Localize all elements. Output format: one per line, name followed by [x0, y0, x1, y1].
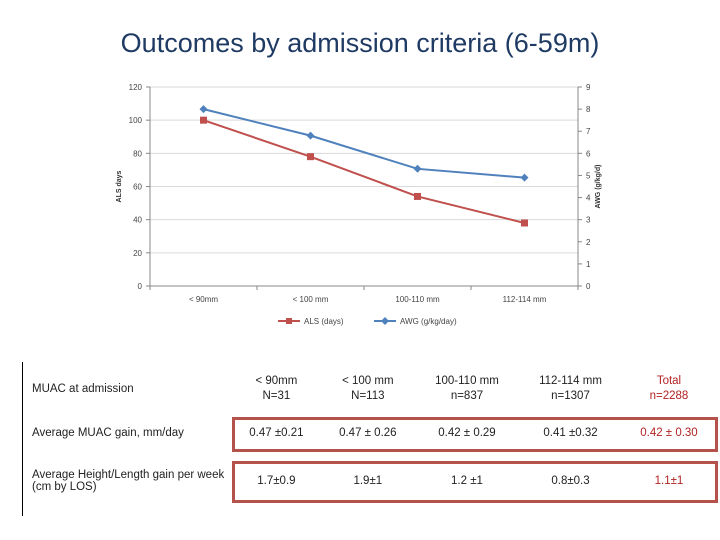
header-col-2-n: N=113: [351, 390, 385, 402]
left-tick-label: 100: [129, 116, 143, 125]
header-col-4-n: n=1307: [551, 390, 590, 402]
table-row: Average Height/Length gain per week (cm …: [22, 452, 716, 510]
right-tick-label: 2: [586, 238, 591, 247]
outcomes-table: MUAC at admission < 90mm N=31 < 100 mm N=1…: [22, 364, 716, 510]
right-tick-label: 8: [586, 105, 591, 114]
table-left-border: [22, 362, 23, 516]
x-tick-label: 112-114 mm: [503, 295, 547, 304]
left-tick-label: 60: [133, 183, 142, 192]
right-axis-title: AWG (g/kg/d): [595, 165, 602, 209]
awg-data-point: [413, 164, 422, 173]
cell-muac-2: 0.47 ± 0.26: [339, 427, 397, 439]
right-tick-label: 3: [586, 216, 591, 225]
right-tick-label: 5: [586, 171, 591, 180]
x-tick-label: 100-110 mm: [395, 295, 440, 304]
x-tick-label: < 90mm: [189, 295, 218, 304]
header-col-3-n: n=837: [450, 390, 484, 402]
als-data-point: [521, 219, 528, 227]
header-col-4: 112-114 mm n=1307: [519, 364, 622, 414]
awg-data-point: [199, 105, 208, 114]
slide-title: Outcomes by admission criteria (6-59m): [120, 28, 600, 58]
right-tick-label: 9: [586, 83, 591, 92]
awg-series-line: [203, 108, 525, 179]
cell-muac-3: 0.42 ± 0.29: [438, 427, 496, 439]
header-col-1-n: N=31: [262, 390, 291, 402]
header-col-2: < 100 mm N=113: [321, 364, 415, 414]
awg-data-point: [306, 131, 315, 140]
legend-label: ALS (days): [304, 317, 344, 326]
legend-marker: [286, 318, 292, 324]
row-label-height: Average Height/Length gain per week (cm …: [32, 469, 225, 493]
header-total-n: n=2288: [649, 390, 689, 402]
right-tick-label: 1: [586, 260, 591, 269]
awg-data-point: [520, 173, 529, 182]
cell-muac-1: 0.47 ±0.21: [249, 427, 304, 439]
legend-marker: [381, 317, 389, 325]
cell-muac-4: 0.41 ±0.32: [543, 427, 598, 439]
header-total-label: Total: [656, 375, 682, 387]
right-tick-label: 4: [586, 194, 591, 203]
cell-height-2: 1.9±1: [353, 475, 383, 487]
cell-height-1: 1.7±0.9: [257, 475, 296, 487]
header-col-1: < 90mm N=31: [232, 364, 321, 414]
right-tick-label: 0: [586, 282, 591, 291]
header-label: MUAC at admission: [32, 383, 134, 395]
chart-series: [199, 105, 529, 227]
line-chart: 0 20 40 60 80 100 120 0 1 2 3 4 5 6 7 8 9 < 90mm < 100 mm 1…: [116, 83, 602, 326]
table-header-row: MUAC at admission < 90mm N=31 < 100 mm N=1…: [22, 364, 716, 414]
left-tick-label: 120: [129, 83, 143, 92]
chart-grid: [150, 86, 578, 287]
right-tick-label: 7: [586, 127, 591, 136]
left-axis-title: ALS days: [116, 170, 123, 202]
als-data-point: [200, 116, 207, 124]
table-row: Average MUAC gain, mm/day 0.47 ±0.21 0.4…: [22, 414, 716, 452]
header-col-total: Total n=2288: [622, 364, 716, 414]
header-col-1-range: < 90mm: [255, 375, 298, 387]
row-label-muac: Average MUAC gain, mm/day: [32, 427, 184, 439]
header-col-3-range: 100-110 mm: [435, 375, 499, 387]
x-tick-label: < 100 mm: [293, 295, 329, 304]
chart-axes: 0 20 40 60 80 100 120 0 1 2 3 4 5 6 7 8 9 < 90mm < 100 mm 1…: [116, 83, 602, 304]
als-data-point: [414, 192, 421, 200]
header-col-2-range: < 100 mm: [342, 375, 394, 387]
header-col-3: 100-110 mm n=837: [415, 364, 519, 414]
left-tick-label: 0: [138, 282, 143, 291]
chart-legend: ALS (days) AWG (g/kg/day): [278, 317, 457, 326]
right-tick-label: 6: [586, 149, 591, 158]
cell-muac-total: 0.42 ± 0.30: [640, 427, 698, 439]
legend-label: AWG (g/kg/day): [400, 317, 457, 326]
left-tick-label: 80: [133, 149, 142, 158]
cell-height-3: 1.2 ±1: [451, 475, 483, 487]
cell-height-total: 1.1±1: [654, 475, 684, 487]
left-tick-label: 40: [133, 216, 142, 225]
als-data-point: [307, 153, 314, 161]
left-tick-label: 20: [133, 249, 142, 258]
cell-height-4: 0.8±0.3: [551, 475, 590, 487]
als-series-line: [203, 119, 525, 224]
header-col-4-range: 112-114 mm: [539, 375, 602, 387]
